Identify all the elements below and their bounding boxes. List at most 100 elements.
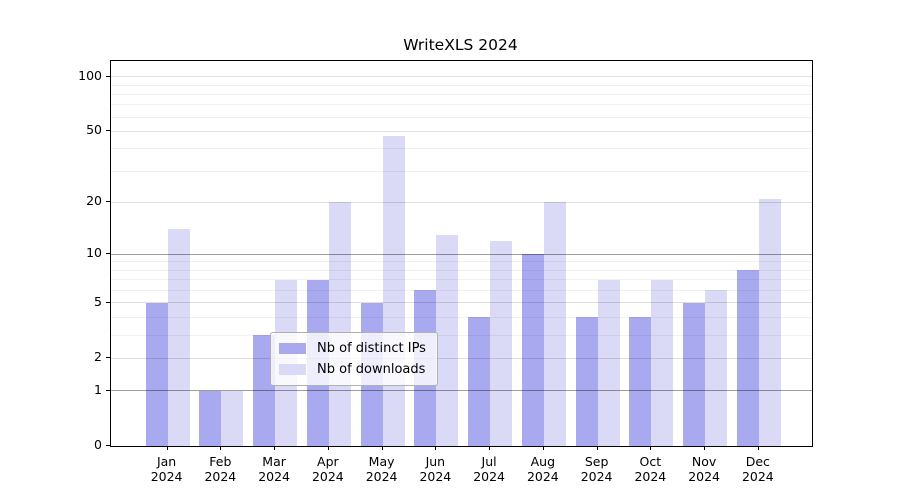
- y-tick-mark-50: [106, 130, 110, 132]
- grid-line-10: [111, 253, 812, 255]
- plot-area: [110, 60, 813, 447]
- x-tick-label-jan: Jan 2024: [139, 454, 195, 484]
- grid-line-8: [111, 269, 812, 271]
- x-tick-year: 2024: [688, 469, 720, 484]
- bar-apr-downloads: [328, 202, 351, 446]
- bar-aug-downloads: [543, 202, 566, 446]
- x-tick-month: Aug: [530, 454, 556, 469]
- x-tick-year: 2024: [258, 469, 290, 484]
- grid-line-2: [111, 357, 812, 359]
- grid-line-60: [111, 116, 812, 118]
- bar-jan-downloads: [167, 229, 190, 446]
- x-tick-year: 2024: [311, 469, 344, 484]
- y-tick-mark-1: [106, 389, 110, 391]
- legend-item-downloads: Nb of downloads: [279, 359, 426, 380]
- x-tick-label-jun: Jun 2024: [407, 454, 463, 484]
- x-tick-mark-jan: [166, 446, 168, 450]
- legend: Nb of distinct IPs Nb of downloads: [270, 332, 438, 386]
- x-tick-year: 2024: [150, 469, 183, 484]
- grid-line-20: [111, 201, 812, 203]
- grid-line-5: [111, 302, 812, 304]
- x-tick-label-oct: Oct 2024: [622, 454, 678, 484]
- grid-line-70: [111, 104, 812, 106]
- x-tick-year: 2024: [419, 469, 452, 484]
- y-tick-mark-10: [106, 253, 110, 255]
- y-tick-label-10: 10: [86, 245, 102, 261]
- x-tick-year: 2024: [365, 469, 398, 484]
- x-tick-mark-feb: [220, 446, 222, 450]
- grid-line-1: [111, 390, 812, 392]
- bar-mar-distinct-ips: [253, 335, 276, 446]
- bar-sep-distinct-ips: [575, 317, 598, 446]
- x-tick-month: Apr: [317, 454, 339, 469]
- x-tick-month: May: [368, 454, 395, 469]
- bar-sep-downloads: [597, 279, 620, 446]
- legend-swatch-downloads: [279, 364, 306, 375]
- bar-feb-downloads: [221, 390, 244, 446]
- bar-nov-distinct-ips: [683, 302, 706, 446]
- y-tick-mark-20: [106, 201, 110, 203]
- legend-item-distinct-ips: Nb of distinct IPs: [279, 338, 426, 359]
- grid-line-6: [111, 289, 812, 291]
- chart-title: WriteXLS 2024: [403, 36, 518, 54]
- y-tick-label-20: 20: [86, 193, 102, 209]
- y-tick-label-0: 0: [94, 437, 102, 452]
- x-tick-month: Jul: [481, 454, 497, 469]
- y-tick-label-100: 100: [78, 67, 102, 83]
- bar-dec-downloads: [758, 198, 781, 446]
- grid-line-30: [111, 170, 812, 172]
- x-tick-month: Sep: [584, 454, 609, 469]
- grid-line-50: [111, 130, 812, 132]
- y-tick-label-50: 50: [86, 122, 102, 138]
- bar-oct-downloads: [651, 279, 674, 446]
- y-tick-mark-0: [106, 445, 110, 446]
- x-tick-label-may: May 2024: [354, 454, 410, 484]
- grid-line-4: [111, 316, 812, 318]
- bar-feb-distinct-ips: [199, 390, 222, 446]
- x-tick-mark-jul: [489, 446, 491, 450]
- x-tick-month: Jun: [425, 454, 446, 469]
- x-tick-month: Dec: [745, 454, 770, 469]
- x-tick-label-sep: Sep 2024: [569, 454, 625, 484]
- x-tick-label-dec: Dec 2024: [730, 454, 786, 484]
- y-tick-mark-2: [106, 357, 110, 359]
- bar-nov-downloads: [705, 290, 728, 446]
- bar-jul-distinct-ips: [468, 317, 491, 446]
- x-tick-label-apr: Apr 2024: [300, 454, 356, 484]
- x-tick-label-feb: Feb 2024: [192, 454, 248, 484]
- x-tick-month: Nov: [691, 454, 717, 469]
- x-tick-mark-oct: [650, 446, 652, 450]
- y-tick-label-1: 1: [94, 381, 102, 397]
- x-tick-mark-jun: [435, 446, 437, 450]
- x-tick-month: Jan: [156, 454, 177, 469]
- legend-swatch-distinct-ips: [279, 343, 306, 354]
- x-tick-label-aug: Aug 2024: [515, 454, 571, 484]
- grid-line-80: [111, 93, 812, 95]
- bar-jul-downloads: [490, 240, 513, 446]
- bar-aug-distinct-ips: [521, 254, 544, 446]
- y-tick-mark-100: [106, 75, 110, 77]
- x-tick-label-mar: Mar 2024: [246, 454, 302, 484]
- bar-jun-downloads: [436, 234, 459, 446]
- x-tick-month: Mar: [262, 454, 286, 469]
- x-tick-mark-may: [381, 446, 383, 450]
- x-tick-label-nov: Nov 2024: [676, 454, 732, 484]
- grid-line-9: [111, 261, 812, 263]
- x-tick-year: 2024: [204, 469, 237, 484]
- grid-line-3: [111, 334, 812, 336]
- x-tick-month: Feb: [209, 454, 232, 469]
- x-tick-year: 2024: [473, 469, 505, 484]
- grid-line-100: [111, 76, 812, 78]
- grid-line-40: [111, 148, 812, 150]
- x-tick-year: 2024: [634, 469, 667, 484]
- y-tick-mark-5: [106, 301, 110, 303]
- y-tick-label-2: 2: [94, 349, 102, 365]
- x-tick-year: 2024: [580, 469, 613, 484]
- x-tick-year: 2024: [526, 469, 559, 484]
- x-tick-mark-apr: [327, 446, 329, 450]
- x-tick-label-jul: Jul 2024: [461, 454, 517, 484]
- bar-may-downloads: [382, 136, 405, 446]
- legend-label-downloads: Nb of downloads: [317, 362, 426, 377]
- x-tick-mark-sep: [596, 446, 598, 450]
